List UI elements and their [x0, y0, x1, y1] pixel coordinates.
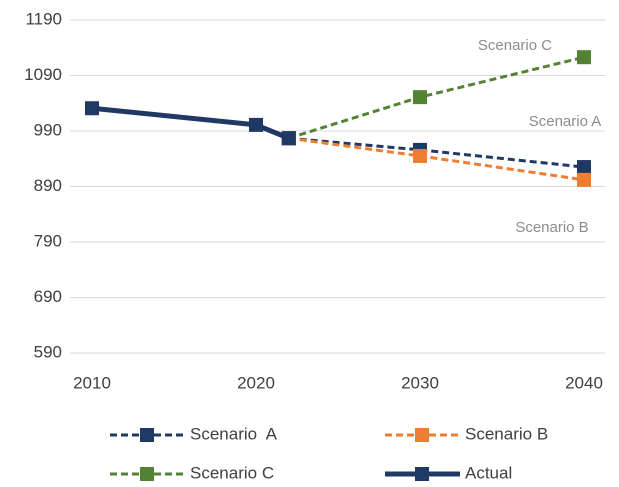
y-tick-label: 690 — [34, 287, 62, 306]
marker — [249, 117, 263, 132]
y-tick-label: 890 — [34, 176, 62, 195]
annotation: Scenario A — [529, 113, 602, 130]
marker — [577, 160, 591, 175]
y-tick-label: 790 — [34, 231, 62, 250]
legend-label: Actual — [465, 463, 512, 482]
legend-label: Scenario C — [190, 463, 274, 482]
annotation: Scenario B — [515, 219, 588, 236]
x-tick-label: 2040 — [565, 373, 603, 392]
y-tick-label: 1090 — [24, 65, 62, 84]
y-tick-label: 990 — [34, 120, 62, 139]
marker — [577, 50, 591, 65]
x-tick-label: 2030 — [401, 373, 439, 392]
x-tick-label: 2010 — [73, 373, 111, 392]
marker — [281, 131, 296, 146]
marker — [413, 90, 427, 105]
legend-marker — [140, 467, 154, 481]
legend-marker — [415, 467, 429, 481]
marker — [85, 101, 99, 116]
legend-label: Scenario A — [190, 424, 278, 443]
y-tick-label: 590 — [34, 342, 62, 361]
annotation: Scenario C — [478, 37, 552, 54]
y-tick-label: 1190 — [25, 9, 62, 28]
legend-label: Scenario B — [465, 424, 548, 443]
series-line — [288, 136, 585, 182]
legend-marker — [415, 428, 429, 442]
marker — [577, 172, 591, 187]
legend-marker — [140, 428, 154, 442]
series-line — [288, 136, 585, 169]
marker — [413, 148, 427, 163]
x-tick-label: 2020 — [237, 373, 275, 392]
